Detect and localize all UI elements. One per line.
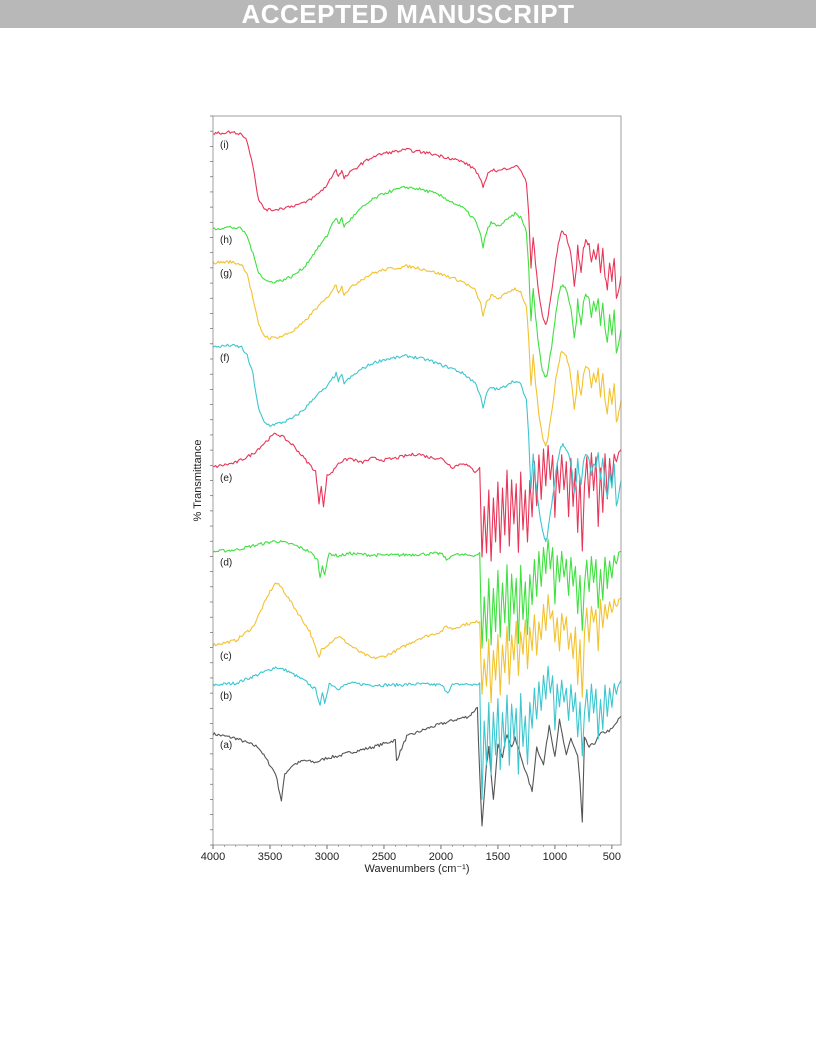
series-line-b [212,665,622,800]
series-line-f [212,343,622,543]
series-label-e: (e) [220,473,232,484]
x-tick-label: 3500 [258,851,282,863]
x-tick-label: 1500 [486,851,510,863]
series-label-f: (f) [220,353,229,364]
series-line-i [212,130,622,326]
series-line-g [212,259,622,447]
x-tick-label: 2500 [372,851,396,863]
series-line-a [212,706,622,827]
series-label-d: (d) [220,558,232,569]
series-label-g: (g) [220,269,232,280]
axes-layer: 4000 3500 3000 2500 2000 1500 1000 500 [201,115,622,863]
y-axis-label: % Transmittance [192,440,204,522]
series-line-h [212,185,622,378]
series-line-d [212,539,621,649]
series-label-b: (b) [220,691,232,702]
x-tick-label: 4000 [201,851,225,863]
x-tick-label: 1000 [543,851,567,863]
x-tick-label: 3000 [315,851,339,863]
series-label-i: (i) [220,140,229,151]
x-tick-label: 2000 [429,851,453,863]
series-line-c [212,582,622,704]
series-label-c: (c) [220,651,232,662]
series-line-e [213,432,622,562]
x-axis-label: Wavenumbers (cm⁻¹) [364,863,469,875]
accepted-manuscript-banner: ACCEPTED MANUSCRIPT [0,0,816,28]
banner-label: ACCEPTED MANUSCRIPT [241,0,575,29]
series-layer: (a) (b) (c) (d) (e) (f) (g) (h) (i) [212,130,622,827]
series-label-a: (a) [220,740,232,751]
x-tick-label: 500 [603,851,621,863]
series-label-h: (h) [220,235,232,246]
